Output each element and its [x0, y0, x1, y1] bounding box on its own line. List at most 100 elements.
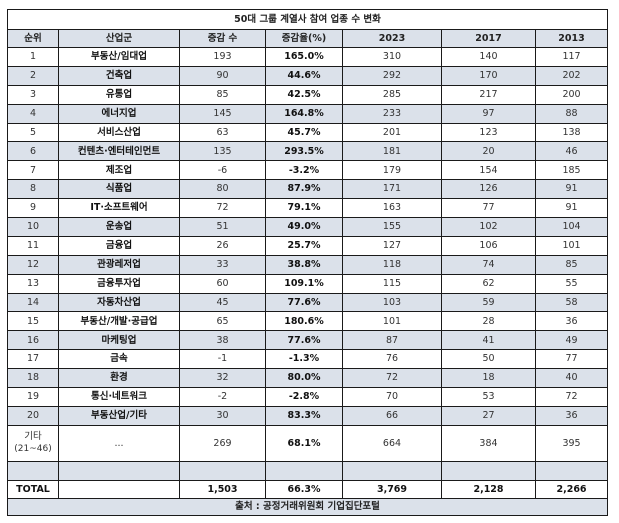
- cell-change: 60: [179, 273, 266, 294]
- cell-industry: 부동산업/기타: [58, 405, 180, 426]
- cell-2017: 27: [441, 405, 536, 426]
- cell-2023: 127: [342, 235, 442, 256]
- header-rate: 증감율(%): [265, 29, 343, 48]
- cell-2023: 101: [342, 311, 442, 332]
- cell-rate: 25.7%: [265, 235, 343, 256]
- cell-2013: 77: [534, 349, 609, 370]
- cell-change: 30: [179, 405, 266, 426]
- table-row: 4 에너지업 145 164.8% 233 97 88: [7, 103, 609, 124]
- cell-rate: 180.6%: [265, 311, 343, 332]
- table-row: 14 자동차산업 45 77.6% 103 59 58: [7, 292, 609, 313]
- other-rate: 68.1%: [265, 424, 343, 462]
- cell-2013: 72: [534, 387, 609, 407]
- blank-cell: [441, 460, 536, 481]
- cell-industry: 금속: [58, 349, 180, 370]
- blank-row: [7, 460, 609, 481]
- other-row: 기타 (21~46) ... 269 68.1% 664 384 395: [7, 424, 609, 462]
- other-rank: 기타 (21~46): [7, 424, 59, 462]
- cell-change: 193: [179, 47, 266, 67]
- cell-2013: 36: [534, 405, 609, 426]
- cell-rank: 6: [7, 141, 59, 162]
- header-row: 순위 산업군 증감 수 증감율(%) 2023 2017 2013: [7, 29, 609, 48]
- cell-industry: 통신·네트워크: [58, 387, 180, 407]
- cell-industry: 운송업: [58, 217, 180, 237]
- cell-2023: 179: [342, 160, 442, 181]
- cell-change: -6: [179, 160, 266, 181]
- cell-rank: 7: [7, 160, 59, 181]
- industry-change-table: 50대 그룹 계열사 참여 업종 수 변화 순위 산업군 증감 수 증감율(%)…: [6, 9, 609, 516]
- cell-rank: 18: [7, 368, 59, 389]
- cell-industry: 컨텐츠·엔터테인먼트: [58, 141, 180, 162]
- cell-2017: 28: [441, 311, 536, 332]
- cell-rate: 164.8%: [265, 103, 343, 124]
- cell-2013: 104: [534, 217, 609, 237]
- cell-rate: -3.2%: [265, 160, 343, 181]
- cell-rank: 12: [7, 254, 59, 275]
- cell-2017: 74: [441, 254, 536, 275]
- table-row: 6 컨텐츠·엔터테인먼트 135 293.5% 181 20 46: [7, 141, 609, 162]
- total-industry: [58, 479, 180, 499]
- table-row: 2 건축업 90 44.6% 292 170 202: [7, 65, 609, 86]
- table-title: 50대 그룹 계열사 참여 업종 수 변화: [6, 9, 609, 30]
- table-row: 20 부동산업/기타 30 83.3% 66 27 36: [7, 405, 609, 426]
- cell-industry: 부동산/개발·공급업: [58, 311, 180, 332]
- cell-2013: 91: [534, 179, 609, 200]
- cell-rate: 87.9%: [265, 179, 343, 200]
- cell-rank: 5: [7, 122, 59, 143]
- cell-2023: 292: [342, 65, 442, 86]
- cell-2023: 76: [342, 349, 442, 370]
- cell-rate: -1.3%: [265, 349, 343, 370]
- cell-rank: 9: [7, 198, 59, 219]
- cell-2023: 201: [342, 122, 442, 143]
- total-2013: 2,266: [534, 479, 609, 499]
- cell-rank: 10: [7, 217, 59, 237]
- cell-2017: 217: [441, 84, 536, 105]
- cell-rate: 83.3%: [265, 405, 343, 426]
- cell-2023: 285: [342, 84, 442, 105]
- cell-change: 45: [179, 292, 266, 313]
- cell-2017: 102: [441, 217, 536, 237]
- total-label: TOTAL: [7, 479, 59, 499]
- cell-industry: 마케팅업: [58, 330, 180, 351]
- other-rank-label: 기타: [24, 430, 42, 442]
- table-body: 1 부동산/임대업 193 165.0% 310 140 117 2 건축업 90 44.6% 292…: [7, 47, 609, 426]
- cell-rank: 19: [7, 387, 59, 407]
- total-2023: 3,769: [342, 479, 442, 499]
- cell-2013: 55: [534, 273, 609, 294]
- source-row: 출처 : 공정거래위원회 기업집단포털: [6, 497, 609, 516]
- header-change: 증감 수: [179, 29, 266, 48]
- cell-rate: 77.6%: [265, 330, 343, 351]
- cell-2017: 18: [441, 368, 536, 389]
- cell-2023: 66: [342, 405, 442, 426]
- cell-2013: 46: [534, 141, 609, 162]
- cell-change: 38: [179, 330, 266, 351]
- cell-industry: 식품업: [58, 179, 180, 200]
- total-rate: 66.3%: [265, 479, 343, 499]
- blank-cell: [342, 460, 442, 481]
- cell-2013: 91: [534, 198, 609, 219]
- cell-rate: 45.7%: [265, 122, 343, 143]
- other-rank-range: (21~46): [14, 444, 52, 455]
- table-row: 11 금융업 26 25.7% 127 106 101: [7, 235, 609, 256]
- cell-rank: 15: [7, 311, 59, 332]
- cell-2013: 36: [534, 311, 609, 332]
- cell-industry: 금융투자업: [58, 273, 180, 294]
- cell-change: 72: [179, 198, 266, 219]
- cell-industry: IT·소프트웨어: [58, 198, 180, 219]
- cell-2013: 88: [534, 103, 609, 124]
- cell-rate: 42.5%: [265, 84, 343, 105]
- cell-rank: 17: [7, 349, 59, 370]
- cell-industry: 부동산/임대업: [58, 47, 180, 67]
- cell-2017: 140: [441, 47, 536, 67]
- cell-2017: 50: [441, 349, 536, 370]
- cell-industry: 환경: [58, 368, 180, 389]
- cell-2023: 155: [342, 217, 442, 237]
- blank-cell: [7, 460, 59, 481]
- cell-change: 85: [179, 84, 266, 105]
- cell-2013: 58: [534, 292, 609, 313]
- cell-change: 51: [179, 217, 266, 237]
- cell-rank: 2: [7, 65, 59, 86]
- cell-rate: 38.8%: [265, 254, 343, 275]
- cell-2023: 70: [342, 387, 442, 407]
- cell-2023: 115: [342, 273, 442, 294]
